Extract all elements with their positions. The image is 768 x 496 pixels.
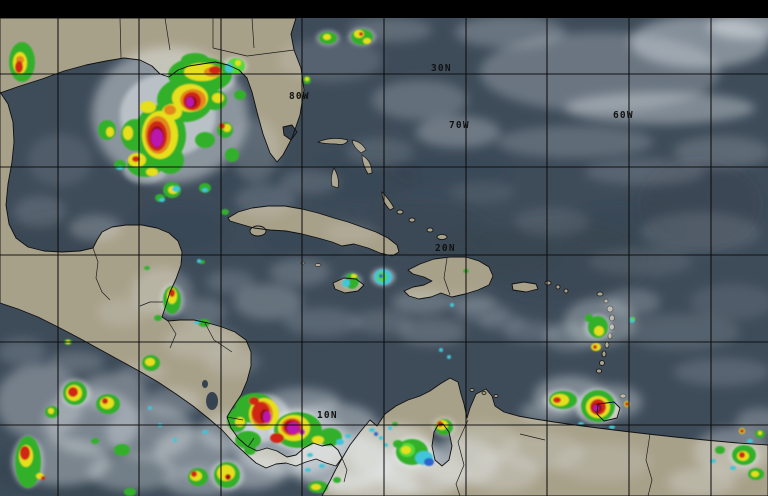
grid-label-60w: 60W	[613, 110, 634, 121]
grid-label-20n: 20N	[435, 243, 456, 254]
grid-labels: 30N 20N 10N 80W 70W 60W	[289, 63, 634, 421]
storm-southeast-corner	[710, 428, 765, 480]
storm-trinidad-venezuela	[435, 390, 630, 435]
landmasses	[0, 18, 768, 496]
land-isla-juventud	[250, 226, 266, 236]
storm-jamaica-haiti	[342, 269, 469, 359]
radar-overlay	[9, 29, 765, 496]
satellite-map: 30N 20N 10N 80W 70W 60W	[0, 18, 768, 496]
status-bar: 12:00 29-OCT-2019 GMT Copyright © 1998-2…	[0, 0, 768, 34]
grid-label-80w: 80W	[289, 91, 310, 102]
storm-northwest-corner	[9, 42, 35, 82]
storm-florida-atlantic	[225, 29, 373, 84]
storm-lesser-antilles	[585, 314, 635, 351]
coastlines	[0, 18, 768, 496]
grid-label-30n: 30N	[431, 63, 452, 74]
grid-label-10n: 10N	[317, 410, 338, 421]
borders	[92, 18, 653, 496]
grid-lines	[0, 18, 768, 496]
lake-nicaragua	[206, 392, 218, 410]
storm-colombia	[369, 422, 434, 466]
grid-label-70w: 70W	[449, 120, 470, 131]
storm-yucatan-belize	[144, 259, 210, 327]
lake-managua	[202, 380, 208, 388]
